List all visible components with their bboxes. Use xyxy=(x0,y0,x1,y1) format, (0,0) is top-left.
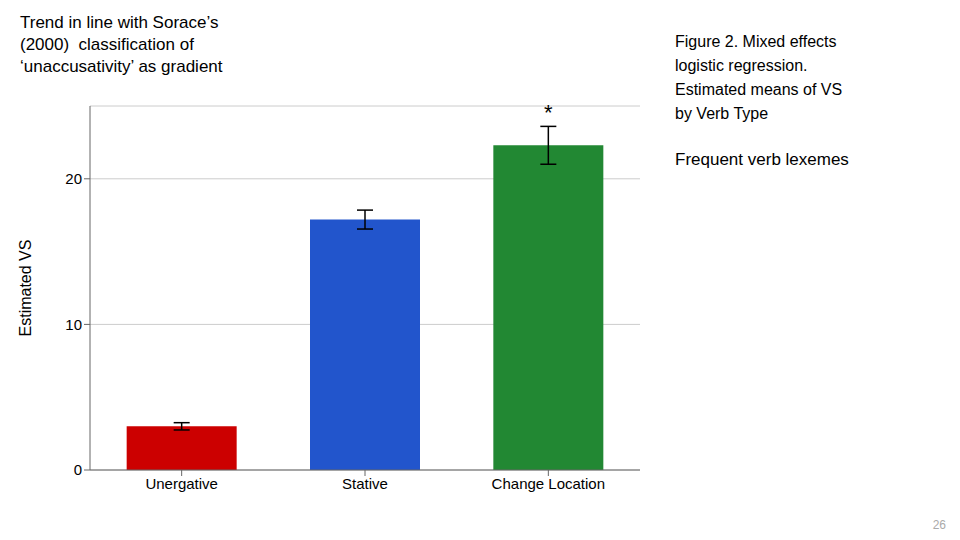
svg-text:Unergative: Unergative xyxy=(145,475,218,492)
html-text:Figure 2. Mixed effects: Figure 2. Mixed effects xyxy=(675,33,837,50)
html-text:Trend in line with Sorace’s: Trend in line with Sorace’s xyxy=(20,13,219,32)
svg-text:Change Location: Change Location xyxy=(492,475,605,492)
html-text:Frequent verb lexemes: Frequent verb lexemes xyxy=(675,150,849,169)
svg-text:20: 20 xyxy=(65,170,82,187)
html-text:Estimated means of VS: Estimated means of VS xyxy=(675,81,843,98)
html-text:‘unaccusativity’ as gradient: ‘unaccusativity’ as gradient xyxy=(20,57,223,76)
svg-text:10: 10 xyxy=(65,316,82,333)
html-text:(2000) classification of: (2000) classification of xyxy=(20,35,194,54)
html-text:26: 26 xyxy=(932,518,946,532)
svg-text:Stative: Stative xyxy=(342,475,388,492)
svg-text:0: 0 xyxy=(74,461,82,478)
html-text:by Verb Type: by Verb Type xyxy=(675,105,769,122)
svg-text:*: * xyxy=(544,100,553,125)
svg-text:Estimated VS: Estimated VS xyxy=(17,240,34,337)
html-text:logistic regression.: logistic regression. xyxy=(675,57,808,74)
